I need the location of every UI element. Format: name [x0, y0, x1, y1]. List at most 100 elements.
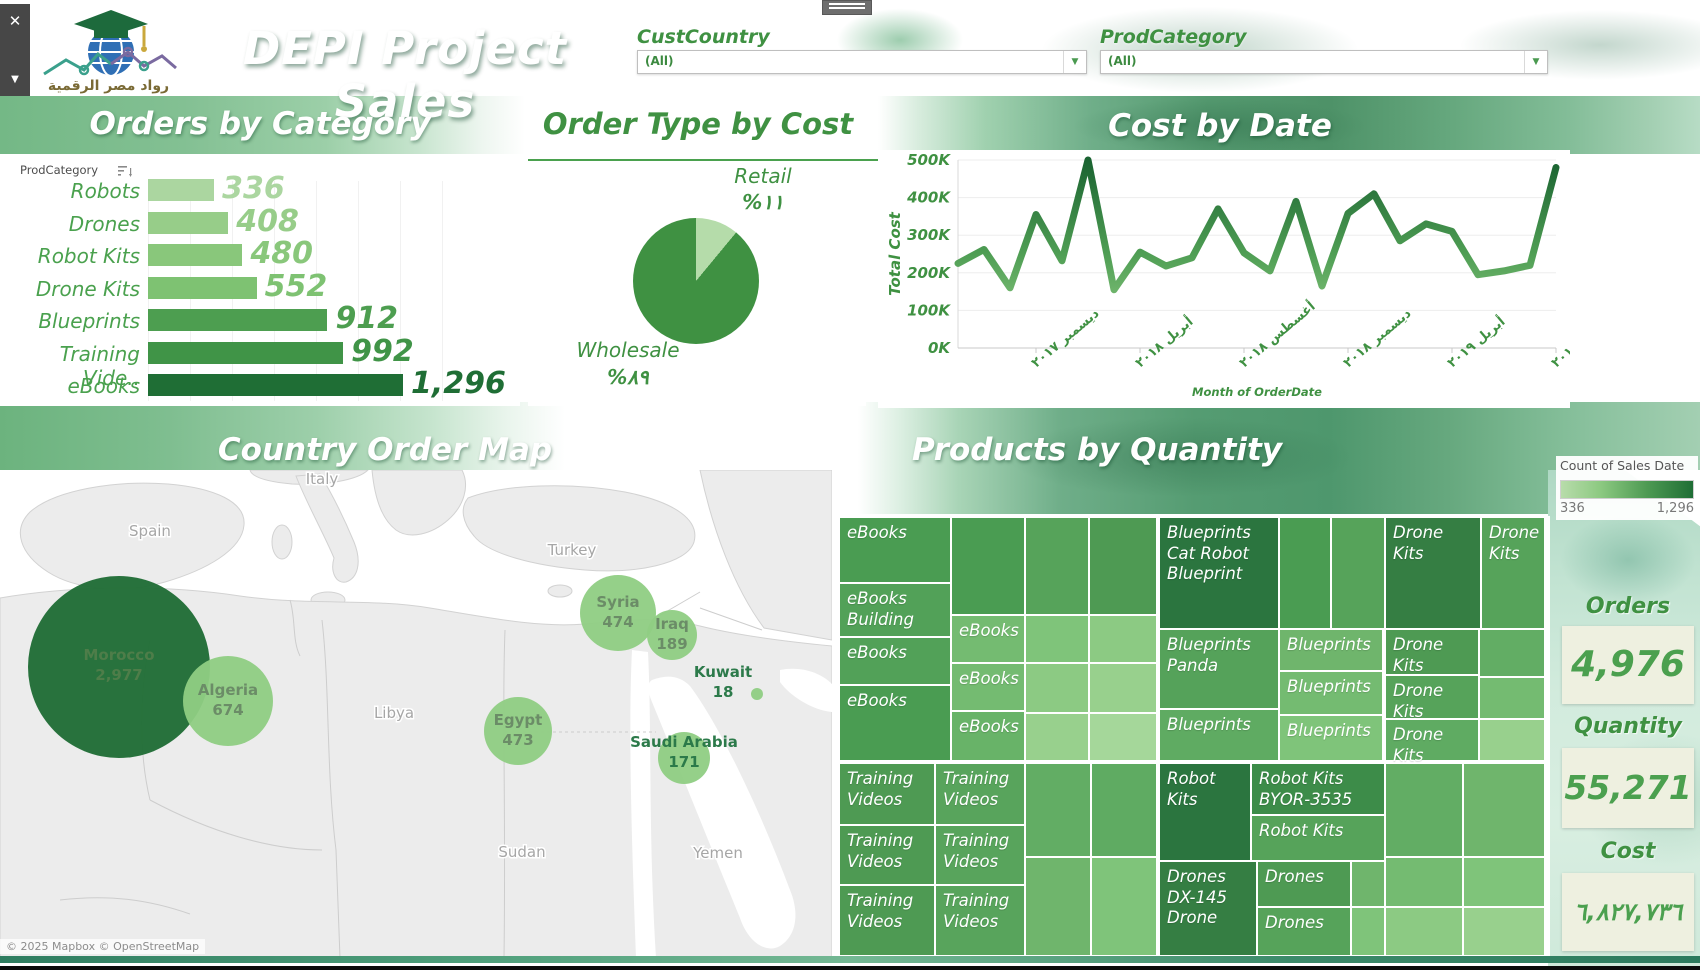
treemap-cell[interactable]: Training Videos — [936, 764, 1024, 824]
legend-gradient-bar[interactable] — [1560, 480, 1694, 499]
treemap-cell[interactable]: eBooks — [840, 686, 950, 760]
map-bubble-label: Syria — [596, 593, 639, 611]
treemap-cell[interactable]: Training Videos — [840, 826, 934, 884]
treemap-cell[interactable] — [1332, 518, 1384, 628]
treemap-cell[interactable]: eBooks — [840, 638, 950, 684]
treemap-cell[interactable]: Training Videos — [936, 826, 1024, 884]
treemap-cell[interactable]: Blueprints — [1160, 710, 1278, 760]
cost-line[interactable] — [954, 156, 1560, 294]
bar[interactable] — [148, 211, 229, 234]
treemap-cell[interactable] — [1480, 678, 1544, 718]
treemap-cell[interactable] — [952, 518, 1024, 614]
treemap-cell[interactable]: Robot Kits BYOR-3535 — [1252, 764, 1384, 814]
window-control-bar: ✕ ▼ — [0, 4, 30, 96]
bar[interactable] — [148, 276, 257, 299]
bar[interactable] — [148, 341, 344, 364]
map-bubble[interactable] — [658, 732, 710, 784]
kpi-orders-label: Orders — [1585, 594, 1671, 619]
dropdown-arrow-icon[interactable]: ▼ — [1524, 51, 1547, 73]
treemap-cell[interactable] — [1026, 616, 1088, 662]
treemap-cell[interactable]: Training Videos — [840, 886, 934, 955]
treemap-cell[interactable]: eBooks — [840, 518, 950, 582]
bar[interactable] — [148, 374, 403, 396]
treemap-cell[interactable] — [1090, 518, 1156, 614]
treemap-cell[interactable]: Drones — [1258, 908, 1350, 955]
treemap-cell-label: Blueprints — [1287, 677, 1371, 696]
svg-text:Month of OrderDate: Month of OrderDate — [1192, 385, 1322, 399]
treemap-cell[interactable]: Training Videos — [840, 764, 934, 824]
color-legend: Count of Sales Date 336 1,296 — [1556, 456, 1698, 520]
map-bubble[interactable] — [484, 697, 552, 765]
treemap-cell[interactable] — [1386, 764, 1462, 856]
treemap-cell[interactable] — [1464, 908, 1544, 955]
dropdown-arrow-icon[interactable]: ▼ — [1063, 51, 1086, 73]
custcountry-dropdown[interactable]: (All) ▼ — [637, 50, 1087, 74]
treemap-cell[interactable]: eBooks — [952, 712, 1024, 760]
svg-text:ديسمبر ٢٠١٨: ديسمبر ٢٠١٨ — [1341, 306, 1415, 371]
map-bubble[interactable] — [580, 575, 656, 651]
treemap-cell[interactable]: Robot Kits — [1160, 764, 1250, 860]
treemap-cell[interactable] — [1026, 858, 1090, 955]
bar[interactable] — [148, 179, 215, 201]
treemap-cell[interactable] — [1480, 630, 1544, 676]
treemap-cell[interactable]: Drone Kits — [1482, 518, 1544, 628]
treemap-cell[interactable] — [1352, 862, 1384, 906]
treemap-cell[interactable]: Blueprints — [1280, 672, 1382, 714]
treemap-cell[interactable]: Drone Kits — [1386, 676, 1478, 721]
bar[interactable] — [148, 309, 328, 331]
map-bubble-label: 474 — [602, 613, 633, 631]
map-bubble[interactable] — [183, 656, 273, 746]
treemap-cell[interactable]: Drones — [1258, 862, 1350, 906]
treemap-cell[interactable]: Drone Kits — [1386, 720, 1478, 765]
treemap-cell[interactable]: Training Videos — [936, 886, 1024, 955]
treemap-cell[interactable]: Blueprints — [1280, 716, 1382, 760]
map-bubble[interactable] — [751, 688, 763, 700]
chevron-down-icon[interactable]: ▼ — [11, 74, 19, 85]
treemap-cell[interactable] — [1090, 714, 1156, 760]
map-bubble-label: Saudi Arabia — [630, 733, 738, 751]
treemap-cell[interactable]: eBooks — [952, 616, 1024, 662]
kpi-quantity-value: 55,271 — [1562, 748, 1694, 828]
prodcategory-dropdown[interactable]: (All) ▼ — [1100, 50, 1548, 74]
treemap-cell[interactable]: Drones DX-145 Drone — [1160, 862, 1256, 955]
treemap-cell-label: Drone Kits — [1393, 681, 1444, 721]
treemap-cell[interactable] — [1280, 518, 1330, 628]
bar[interactable] — [148, 244, 243, 266]
window-grip[interactable] — [822, 0, 872, 15]
map-country-label: Libya — [374, 704, 414, 722]
treemap-cell[interactable]: Blueprints — [1280, 630, 1382, 670]
treemap-cell[interactable] — [1464, 858, 1544, 906]
map-bubble[interactable] — [28, 576, 210, 758]
svg-text:أبريل ٢٠١٨: أبريل ٢٠١٨ — [1132, 313, 1197, 371]
treemap-cell[interactable]: Drone Kits — [1386, 630, 1478, 675]
treemap-cell[interactable] — [1352, 908, 1384, 955]
treemap-cell[interactable] — [1026, 764, 1090, 856]
close-icon[interactable]: ✕ — [8, 12, 22, 30]
treemap-cell[interactable] — [1386, 858, 1462, 906]
treemap-cell[interactable] — [1026, 518, 1088, 614]
treemap-cell[interactable] — [1090, 616, 1156, 662]
treemap-cell[interactable] — [1092, 858, 1156, 955]
treemap-cell[interactable] — [1480, 720, 1544, 760]
sort-icon[interactable] — [118, 163, 132, 177]
treemap-cell[interactable] — [1386, 908, 1462, 955]
treemap-cell[interactable] — [1090, 664, 1156, 712]
treemap-cell[interactable]: Robot Kits — [1252, 816, 1384, 860]
treemap-cell[interactable]: Drone Kits — [1386, 518, 1480, 628]
treemap-cell[interactable]: Blueprints Cat Robot Blueprint — [1160, 518, 1278, 628]
treemap-cell[interactable] — [1092, 764, 1156, 856]
treemap-cell[interactable] — [1026, 664, 1088, 712]
treemap-cell[interactable]: eBooks — [952, 664, 1024, 710]
treemap-cell[interactable] — [1464, 764, 1544, 856]
pie-chart[interactable] — [633, 218, 759, 344]
map-bubble[interactable] — [647, 610, 697, 660]
bar-category-label: Robot Kits — [37, 244, 140, 268]
pie-title-underline — [528, 159, 914, 161]
map-country-label: Sudan — [498, 843, 545, 861]
treemap-cell[interactable]: eBooks Building — [840, 584, 950, 636]
map-country-label: Turkey — [547, 541, 597, 559]
svg-text:Total Cost: Total Cost — [886, 211, 904, 296]
treemap-cell[interactable]: Blueprints Panda — [1160, 630, 1278, 708]
treemap-cell[interactable] — [1026, 714, 1088, 760]
